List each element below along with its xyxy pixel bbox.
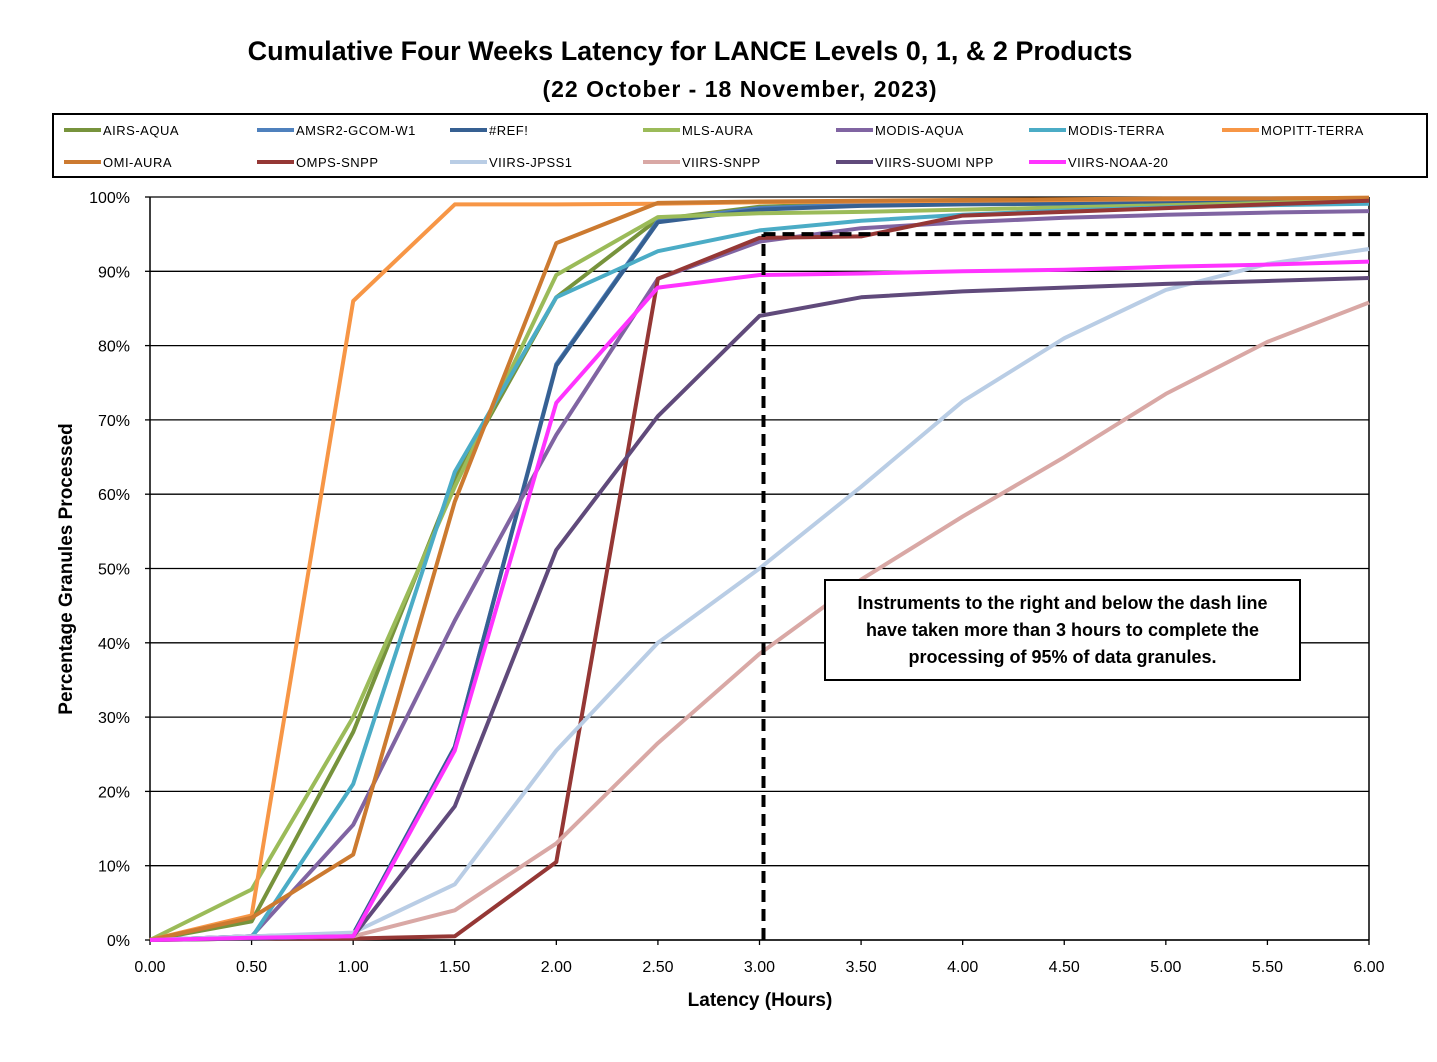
x-tick-label: 1.00 — [338, 959, 369, 976]
series-lines — [149, 195, 1370, 942]
y-tick-label: 10% — [98, 859, 130, 876]
legend-swatch — [1029, 160, 1066, 164]
chart-subtitle: (22 October - 18 November, 2023) — [542, 76, 938, 102]
legend-swatch — [64, 128, 101, 132]
x-axis-ticks: 0.00 0.50 1.00 1.50 2.00 2.50 3.00 3.50 4.00 4.50… — [134, 940, 1385, 976]
legend-label: MODIS-TERRA — [1068, 122, 1165, 138]
legend-label: VIIRS-SNPP — [682, 154, 761, 170]
legend-item: VIIRS-NOAA-20 — [1029, 153, 1168, 171]
legend-swatch — [257, 160, 294, 164]
chart-title: Cumulative Four Weeks Latency for LANCE … — [247, 36, 1133, 66]
legend-swatch — [643, 128, 680, 132]
y-tick-label: 60% — [98, 487, 130, 504]
x-tick-label: 2.50 — [642, 959, 673, 976]
legend-label: MOPITT-TERRA — [1261, 122, 1364, 138]
legend-label: VIIRS-SUOMI NPP — [875, 154, 994, 170]
legend-item: VIIRS-JPSS1 — [450, 153, 573, 171]
legend-item: MLS-AURA — [643, 121, 753, 139]
legend-item: MODIS-TERRA — [1029, 121, 1165, 139]
x-tick-label: 5.00 — [1150, 959, 1181, 976]
annotation-box: Instruments to the right and below the d… — [824, 579, 1301, 681]
legend-item: VIIRS-SNPP — [643, 153, 761, 171]
series-line-omi-aura — [149, 195, 1370, 942]
series-line-viirs-noaa-20 — [149, 259, 1370, 942]
y-tick-label: 80% — [98, 339, 130, 356]
legend-swatch — [1029, 128, 1066, 132]
x-tick-label: 3.50 — [846, 959, 877, 976]
y-tick-label: 90% — [98, 264, 130, 281]
y-axis-label: Percentage Granules Processed — [56, 423, 77, 714]
y-axis-ticks: 0% 10% 20% 30% 40% 50% 60% 70% 80% 90% 100% — [89, 190, 130, 950]
legend-swatch — [1222, 128, 1259, 132]
y-tick-label: 100% — [89, 190, 130, 207]
legend-item: #REF! — [450, 121, 528, 139]
x-tick-label: 6.00 — [1353, 959, 1384, 976]
x-axis-label: Latency (Hours) — [688, 990, 833, 1011]
y-tick-label: 40% — [98, 636, 130, 653]
legend-label: OMI-AURA — [103, 154, 172, 170]
x-tick-label: 2.00 — [541, 959, 572, 976]
legend-swatch — [836, 128, 873, 132]
x-tick-label: 0.00 — [134, 959, 165, 976]
legend-label: MLS-AURA — [682, 122, 754, 138]
legend-item: VIIRS-SUOMI NPP — [836, 153, 994, 171]
legend-label: VIIRS-NOAA-20 — [1068, 154, 1169, 170]
x-tick-label: 0.50 — [236, 959, 267, 976]
x-tick-label: 5.50 — [1252, 959, 1283, 976]
y-tick-label: 70% — [98, 413, 130, 430]
legend-item: OMPS-SNPP — [257, 153, 379, 171]
threshold-dash-line — [761, 232, 1369, 940]
legend-swatch — [257, 128, 294, 132]
y-tick-label: 50% — [98, 562, 130, 579]
legend-item: MOPITT-TERRA — [1222, 121, 1364, 139]
series-line-modis-aqua — [149, 209, 1370, 942]
x-tick-label: 4.00 — [947, 959, 978, 976]
legend-label: AMSR2-GCOM-W1 — [296, 122, 416, 138]
legend-label: AIRS-AQUA — [103, 122, 180, 138]
series-line-omps-snpp — [149, 198, 1370, 942]
legend-label: MODIS-AQUA — [875, 122, 964, 138]
y-tick-label: 20% — [98, 784, 130, 801]
x-tick-label: 4.50 — [1049, 959, 1080, 976]
y-tick-label: 0% — [107, 933, 130, 950]
legend-swatch — [450, 160, 487, 164]
legend-item: AIRS-AQUA — [64, 121, 179, 139]
legend-label: VIIRS-JPSS1 — [489, 154, 573, 170]
legend-label: OMPS-SNPP — [296, 154, 379, 170]
x-tick-label: 3.00 — [744, 959, 775, 976]
legend-swatch — [450, 128, 487, 132]
legend-label: #REF! — [489, 122, 529, 138]
y-tick-label: 30% — [98, 710, 130, 727]
series-line-mls-aura — [149, 198, 1370, 942]
legend-swatch — [836, 160, 873, 164]
legend-item: OMI-AURA — [64, 153, 172, 171]
legend-item: AMSR2-GCOM-W1 — [257, 121, 416, 139]
legend: AIRS-AQUA AMSR2-GCOM-W1 #REF! MLS-AURA MODIS… — [52, 113, 1428, 178]
x-tick-label: 1.50 — [439, 959, 470, 976]
legend-swatch — [643, 160, 680, 164]
legend-swatch — [64, 160, 101, 164]
legend-item: MODIS-AQUA — [836, 121, 964, 139]
